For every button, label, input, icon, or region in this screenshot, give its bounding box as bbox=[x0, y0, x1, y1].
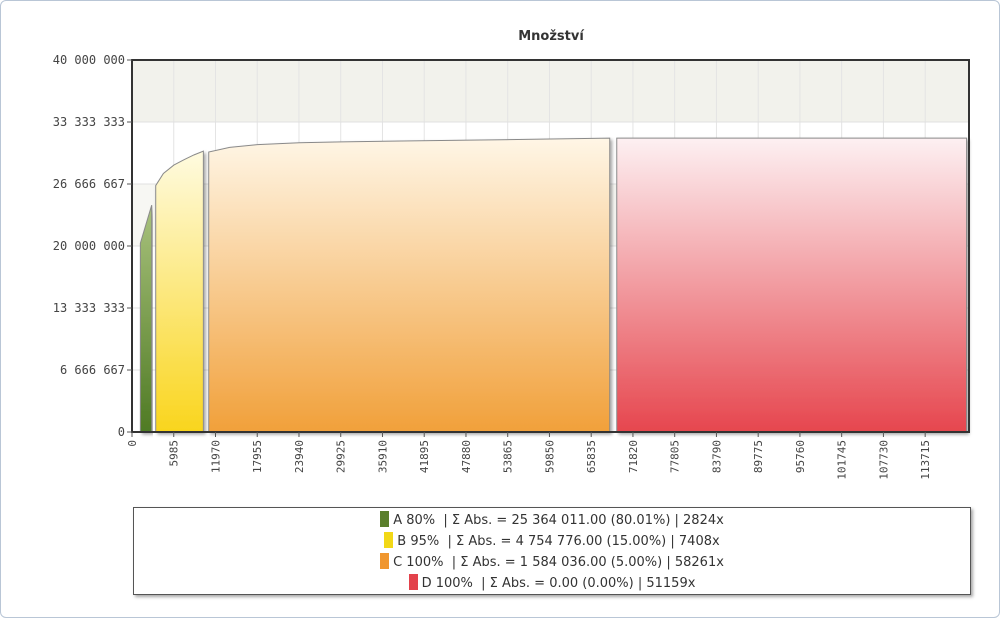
series-area-a bbox=[139, 204, 153, 433]
legend-label: D 100% | Σ Abs. = 0.00 (0.00%) | 51159x bbox=[421, 576, 696, 591]
x-tick-label: 53865 bbox=[502, 440, 515, 473]
x-tick-label: 113715 bbox=[919, 440, 932, 480]
x-tick-label: 5985 bbox=[168, 440, 181, 467]
legend-swatch bbox=[380, 511, 390, 527]
x-tick-label: 71820 bbox=[627, 440, 640, 473]
x-tick-label: 65835 bbox=[585, 440, 598, 473]
legend-item: C 100% | Σ Abs. = 1 584 036.00 (5.00%) |… bbox=[134, 553, 970, 573]
y-tick-label: 26 666 667 bbox=[53, 177, 125, 191]
legend-item: B 95% | Σ Abs. = 4 754 776.00 (15.00%) |… bbox=[134, 532, 970, 552]
legend-swatch bbox=[380, 553, 390, 569]
x-tick-label: 77805 bbox=[669, 440, 682, 473]
x-tick-label: 17955 bbox=[251, 440, 264, 473]
y-tick-label: 33 333 333 bbox=[53, 115, 125, 129]
legend-label: A 80% | Σ Abs. = 25 364 011.00 (80.01%) … bbox=[393, 513, 724, 528]
series-area-b bbox=[155, 150, 204, 433]
y-tick-label: 20 000 000 bbox=[53, 239, 125, 253]
y-tick-label: 6 666 667 bbox=[60, 363, 125, 377]
x-tick-label: 11970 bbox=[209, 440, 222, 473]
x-tick-label: 83790 bbox=[710, 440, 723, 473]
x-tick-label: 41895 bbox=[418, 440, 431, 473]
x-tick-label: 35910 bbox=[376, 440, 389, 473]
x-tick-label: 101745 bbox=[836, 440, 849, 480]
x-tick-label: 89775 bbox=[752, 440, 765, 473]
plot-band bbox=[132, 60, 969, 122]
y-tick-label: 40 000 000 bbox=[53, 53, 125, 67]
x-tick-label: 29925 bbox=[335, 440, 348, 473]
legend-label: B 95% | Σ Abs. = 4 754 776.00 (15.00%) |… bbox=[397, 534, 720, 549]
legend: A 80% | Σ Abs. = 25 364 011.00 (80.01%) … bbox=[133, 507, 971, 595]
x-tick-label: 95760 bbox=[794, 440, 807, 473]
x-tick-label: 23940 bbox=[293, 440, 306, 473]
series-area-d bbox=[616, 137, 968, 433]
x-tick-label: 47880 bbox=[460, 440, 473, 473]
legend-swatch bbox=[408, 574, 418, 590]
y-tick-label: 0 bbox=[118, 425, 125, 439]
legend-item: A 80% | Σ Abs. = 25 364 011.00 (80.01%) … bbox=[134, 511, 970, 531]
x-tick-label: 107730 bbox=[877, 440, 890, 480]
legend-label: C 100% | Σ Abs. = 1 584 036.00 (5.00%) |… bbox=[393, 555, 724, 570]
series-area-c bbox=[208, 137, 611, 433]
chart-title: Množství bbox=[518, 29, 585, 44]
legend-item: D 100% | Σ Abs. = 0.00 (0.00%) | 51159x bbox=[134, 574, 970, 594]
x-tick-label: 59850 bbox=[543, 440, 556, 473]
legend-swatch bbox=[384, 532, 394, 548]
y-tick-label: 13 333 333 bbox=[53, 301, 125, 315]
x-tick-label: 0 bbox=[126, 440, 139, 447]
